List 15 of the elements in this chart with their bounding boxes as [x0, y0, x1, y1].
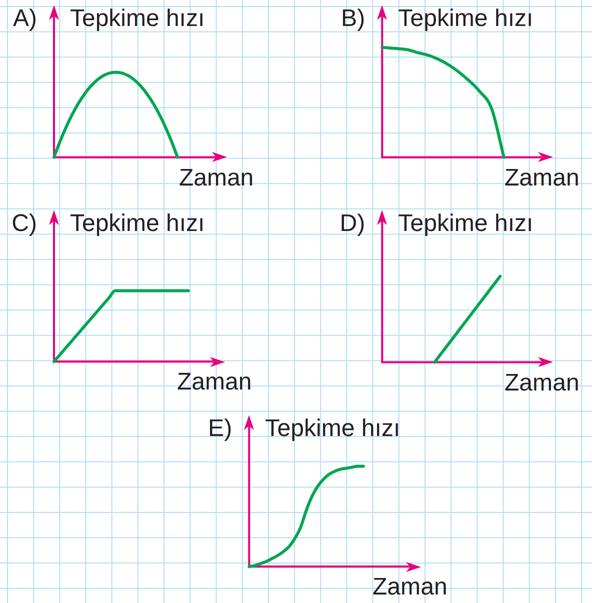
y-axis-title: Tepkime hızı — [70, 210, 205, 238]
x-axis-title: Zaman — [372, 574, 448, 601]
x-axis-title: Zaman — [179, 164, 254, 192]
x-axis-title: Zaman — [177, 368, 252, 396]
x-axis-title: Zaman — [504, 369, 580, 396]
y-axis-title: Tepkime hızı — [265, 415, 400, 442]
y-axis-title: Tepkime hızı — [398, 5, 534, 32]
chart-title: B) — [341, 5, 366, 32]
chart-title: E) — [208, 415, 232, 442]
chart-title: D) — [340, 210, 366, 238]
y-axis-title: Tepkime hızı — [70, 5, 205, 32]
chart-title: A) — [13, 5, 37, 32]
chart-title: C) — [12, 210, 37, 238]
y-axis-title: Tepkime hızı — [398, 210, 534, 238]
x-axis-title: Zaman — [504, 164, 580, 192]
